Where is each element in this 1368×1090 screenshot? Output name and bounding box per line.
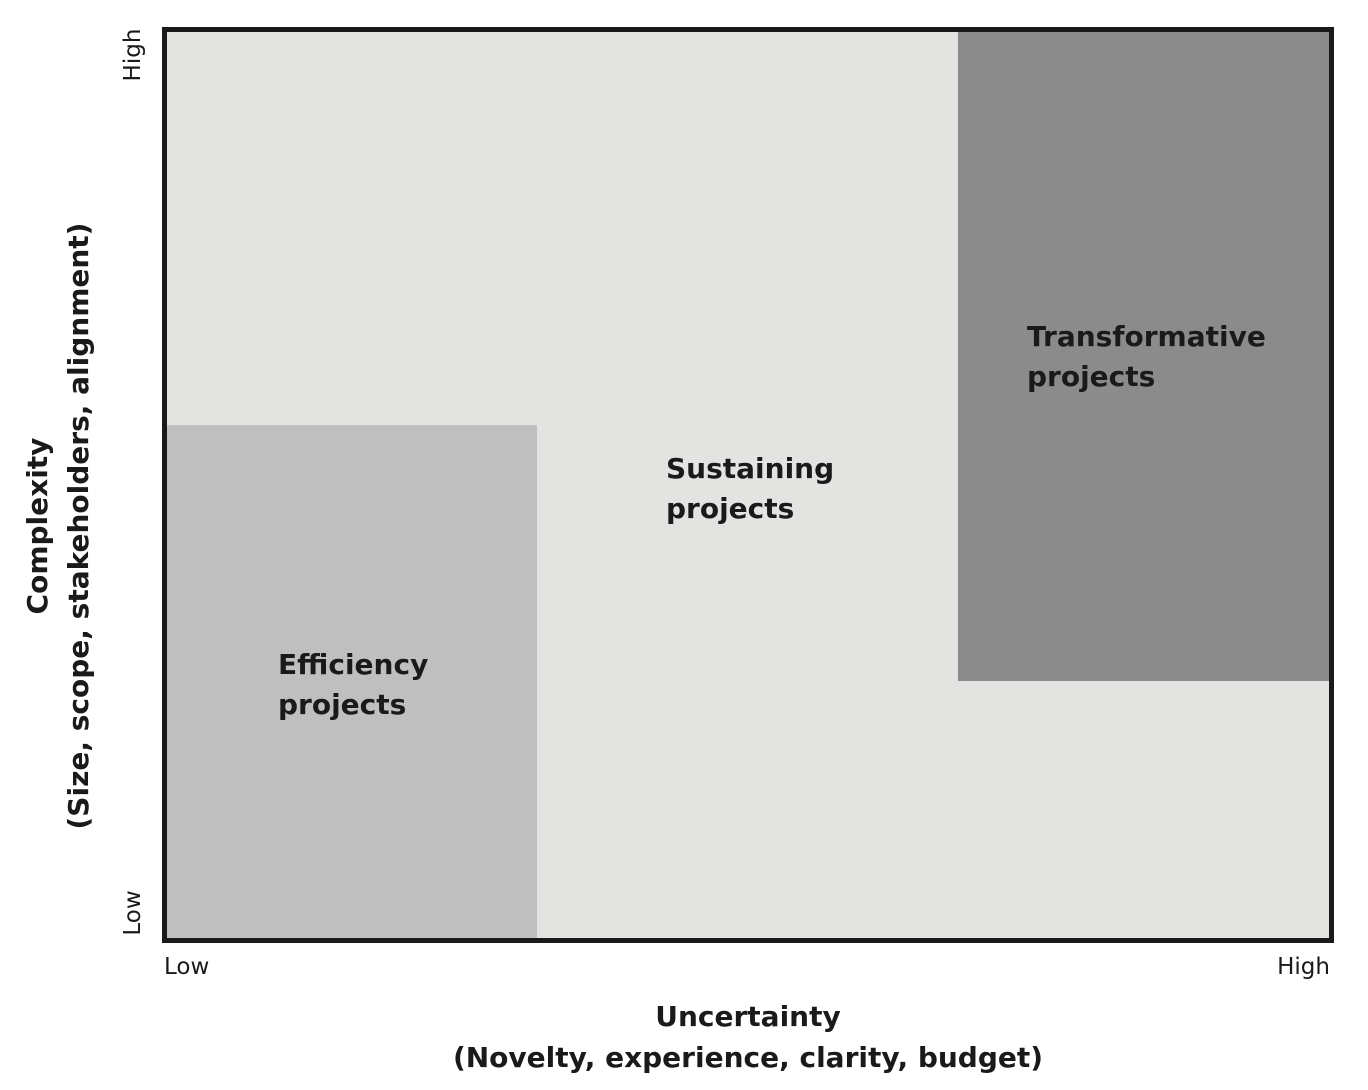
x-axis-high-label: High (1277, 954, 1330, 980)
y-axis-title-line2: (Size, scope, stakeholders, alignment) (62, 222, 95, 830)
x-axis-title-line2: (Novelty, experience, clarity, budget) (452, 1041, 1044, 1074)
transformative-projects-label: Transformative projects (1027, 317, 1266, 397)
efficiency-region (167, 425, 537, 938)
transformative-label-line1: Transformative (1027, 320, 1266, 353)
x-axis-low-label: Low (164, 954, 210, 980)
sustaining-label-line1: Sustaining (666, 452, 835, 485)
efficiency-label-line2: projects (278, 688, 407, 721)
efficiency-label-line1: Efficiency (278, 648, 429, 681)
y-axis-high-label: High (120, 28, 146, 82)
y-axis-title-line1: Complexity (21, 437, 54, 615)
x-axis-title-line1: Uncertainty (655, 1000, 841, 1033)
matrix-plot-area: Efficiency projects Sustaining projects … (162, 27, 1334, 943)
transformative-label-line2: projects (1027, 360, 1156, 393)
y-axis-title: Complexity (Size, scope, stakeholders, a… (17, 146, 99, 906)
y-axis-low-label: Low (120, 890, 146, 936)
transformative-region (958, 32, 1329, 681)
x-axis-title: Uncertainty (Novelty, experience, clarit… (162, 996, 1334, 1078)
efficiency-projects-label: Efficiency projects (278, 645, 428, 725)
sustaining-projects-label: Sustaining projects (666, 449, 834, 529)
sustaining-label-line2: projects (666, 492, 795, 525)
